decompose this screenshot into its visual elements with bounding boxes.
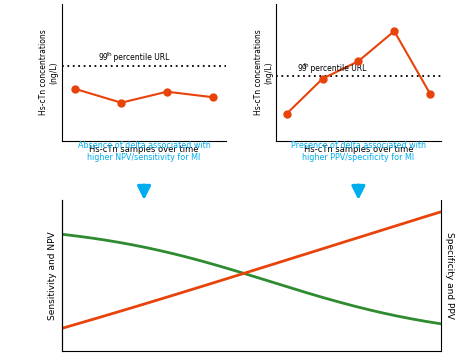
Text: 99: 99 [298, 64, 307, 73]
Text: Presence of delta associated with
higher PPV/specificity for MI: Presence of delta associated with higher… [291, 141, 426, 162]
Text: percentile URL: percentile URL [111, 53, 170, 62]
X-axis label: Hs-cTn samples over time: Hs-cTn samples over time [304, 146, 413, 155]
Y-axis label: Specificity and PPV: Specificity and PPV [445, 232, 454, 319]
Y-axis label: Sensitivity and NPV: Sensitivity and NPV [48, 231, 57, 320]
Text: Absence of delta associated with
higher NPV/sensitivity for MI: Absence of delta associated with higher … [78, 141, 210, 162]
Y-axis label: Hs-cTn concentrations
(ng/L): Hs-cTn concentrations (ng/L) [39, 30, 59, 115]
Text: th: th [304, 63, 310, 68]
Text: th: th [107, 52, 112, 56]
X-axis label: Hs-cTn samples over time: Hs-cTn samples over time [89, 146, 199, 155]
Text: 99: 99 [98, 53, 108, 62]
Text: percentile URL: percentile URL [308, 64, 366, 73]
Y-axis label: Hs-cTn concentrations
(ng/L): Hs-cTn concentrations (ng/L) [254, 30, 273, 115]
